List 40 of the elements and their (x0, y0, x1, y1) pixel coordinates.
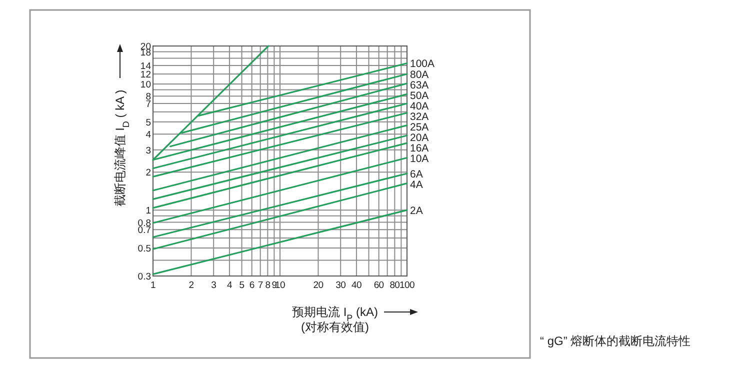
y-tick-label: 4 (146, 130, 151, 141)
y-tick-label: 10 (140, 79, 151, 90)
x-tick-label: 40 (351, 280, 362, 291)
x-tick-label: 30 (336, 280, 346, 291)
series-label: 20A (410, 132, 429, 144)
y-tick-label: 3 (146, 145, 151, 156)
x-tick-label: 60 (374, 280, 384, 291)
series-label: 16A (410, 142, 429, 154)
x-tick-label: 3 (211, 280, 216, 291)
x-axis-title: 预期电流 I$_{P}$ (kA) (对称有效值) (292, 305, 378, 334)
series-label: 63A (410, 79, 429, 92)
x-tick-label: 5 (239, 280, 244, 291)
series-label: 10A (410, 152, 429, 165)
x-tick-label: 6 (249, 280, 254, 291)
y-tick-label: 7 (146, 98, 151, 110)
series-label: 2A (410, 205, 423, 218)
text: “ gG” 熔断体的截断电流特性 (540, 334, 691, 348)
series-label: 4A (410, 178, 423, 191)
y-tick-label: 5 (146, 117, 151, 128)
series-label: 40A (410, 100, 429, 112)
series-label: 50A (410, 90, 429, 102)
x-tick-label: 20 (313, 280, 324, 291)
x-tick-label: 2 (188, 280, 194, 291)
series-label: 32A (410, 110, 429, 123)
y-tick-label: 0.7 (138, 225, 151, 236)
x-tick-label: 100 (400, 280, 414, 291)
x-tick-label: 10 (275, 280, 285, 291)
y-tick-label: 0.5 (138, 244, 151, 255)
x-tick-label: 8 (265, 280, 270, 291)
x-tick-label: 7 (258, 280, 263, 291)
x-tick-label: 4 (226, 280, 232, 291)
series-label: 100A (410, 58, 435, 70)
y-tick-label: 0.3 (138, 272, 151, 282)
y-tick-label: 1 (146, 206, 151, 217)
y-tick-label: 2 (146, 168, 151, 179)
series-label: 6A (410, 168, 423, 180)
x-tick-label: 80 (390, 280, 400, 291)
series-label: 25A (410, 121, 429, 134)
series-label: 80A (410, 68, 429, 81)
x-tick-label: 9 (272, 280, 277, 291)
